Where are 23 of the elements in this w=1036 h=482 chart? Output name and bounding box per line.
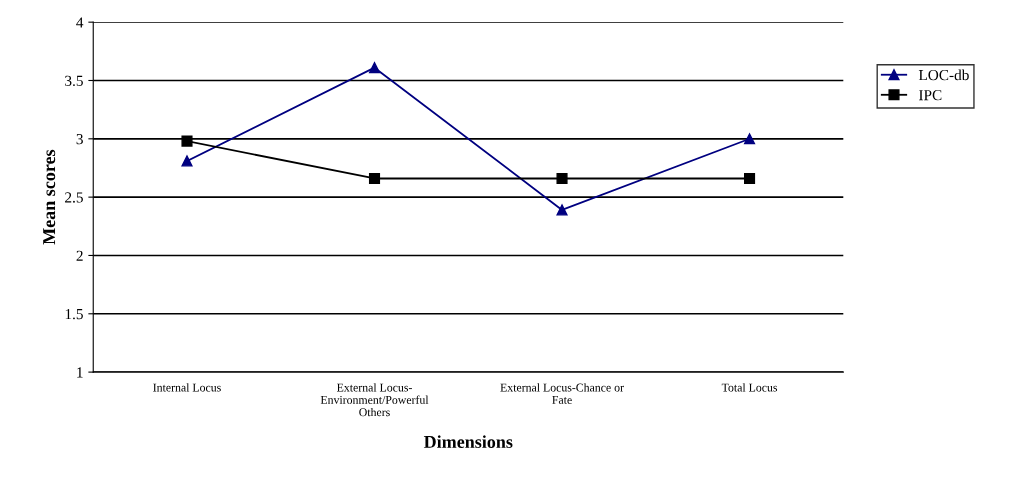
x-axis-title: Dimensions xyxy=(423,435,513,448)
point xyxy=(556,172,568,185)
y-tick-label: 3.5 xyxy=(65,75,83,87)
x-tick-label: External Locus- Environment/Powerful Others xyxy=(320,383,429,417)
point xyxy=(181,135,193,147)
y-tick-label: 2.5 xyxy=(65,192,83,203)
y-tick-label: 3 xyxy=(76,134,83,145)
point xyxy=(368,62,381,74)
point xyxy=(368,172,381,185)
x-tick-label: Total Locus xyxy=(721,383,778,392)
point xyxy=(743,133,756,145)
y-tick-label: 2 xyxy=(76,250,83,261)
y-axis-title: Mean scores xyxy=(43,149,56,245)
legend-label: LOC-db xyxy=(918,69,969,81)
point xyxy=(743,172,756,185)
legend-label: IPC xyxy=(919,90,942,101)
y-tick-label: 4 xyxy=(76,17,84,28)
x-tick-label: External Locus-Chance or Fate xyxy=(500,383,624,404)
y-tick-label: 1.5 xyxy=(65,309,83,320)
point xyxy=(181,155,193,167)
x-tick-label: Internal Locus xyxy=(153,383,221,392)
point xyxy=(556,204,568,216)
y-tick-label: 1 xyxy=(77,367,83,378)
